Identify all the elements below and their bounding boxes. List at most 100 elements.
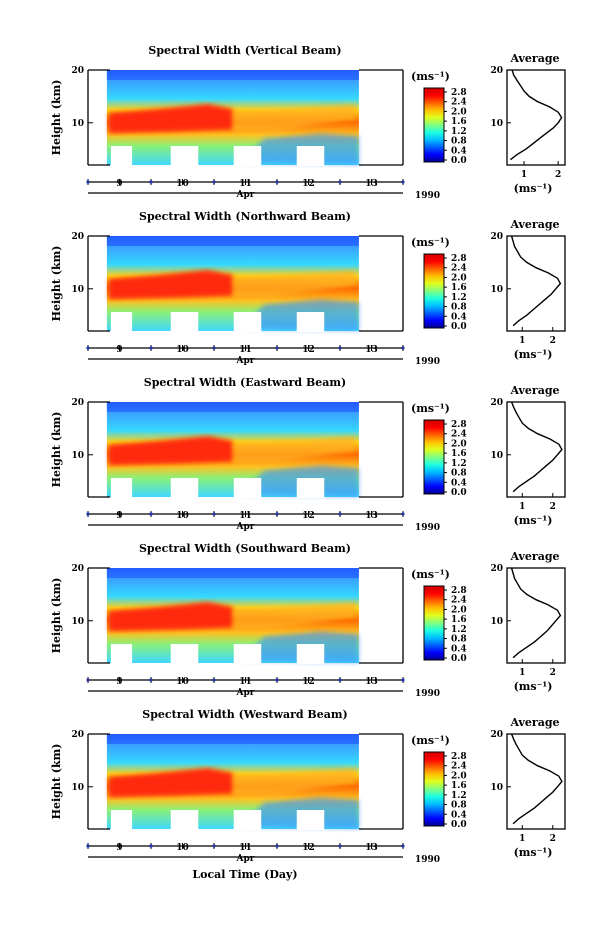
colorbar-tick-label: 0.0 — [451, 322, 467, 332]
colorbar-tick-label: 1.2 — [451, 127, 467, 137]
time-marker — [338, 180, 342, 184]
y-tick-label: 20 — [71, 232, 84, 242]
layer-continuation — [232, 602, 355, 630]
day-tick-label: 12 — [302, 179, 315, 189]
colorbar-tick-label: 2.4 — [451, 762, 467, 772]
panel-5: Spectral Width (Westward Beam) 10 20 Height… — [50, 708, 566, 865]
average-y-tick-label: 20 — [490, 232, 503, 242]
time-marker — [86, 346, 90, 350]
colorbar-tick-label: 0.4 — [451, 810, 467, 820]
average-x-tick-label: 1 — [521, 170, 527, 180]
y-tick-label: 10 — [71, 119, 84, 129]
colorbar — [423, 751, 445, 827]
y-axis-label: Height (km) — [50, 412, 63, 488]
average-y-tick-label: 10 — [490, 451, 503, 461]
data-gap-1 — [110, 810, 133, 830]
colorbar-tick-label: 1.2 — [451, 791, 467, 801]
y-tick-label: 10 — [71, 451, 84, 461]
time-marker — [401, 346, 405, 350]
day-tick-label: 9 — [116, 345, 122, 355]
panel-title: Spectral Width (Eastward Beam) — [144, 376, 346, 389]
day-tick-label: 11 — [239, 677, 252, 687]
average-x-label: (ms⁻¹) — [514, 846, 553, 859]
panel-4: Spectral Width (Southward Beam) 10 20 Heigh… — [50, 542, 566, 699]
high-width-layer — [108, 269, 233, 300]
time-marker — [149, 678, 153, 682]
time-marker — [338, 678, 342, 682]
day-tick-label: 13 — [365, 511, 378, 521]
colorbar-tick-label: 0.8 — [451, 303, 467, 313]
data-gap-3 — [233, 810, 262, 830]
average-x-tick-label: 2 — [550, 502, 556, 512]
time-marker — [275, 180, 279, 184]
data-gap-4 — [296, 146, 325, 166]
colorbar-tick-label: 0.0 — [451, 156, 467, 166]
y-axis-label: Height (km) — [50, 80, 63, 156]
panel-title: Spectral Width (Southward Beam) — [139, 542, 351, 555]
time-marker — [149, 346, 153, 350]
day-tick-label: 10 — [176, 179, 189, 189]
average-x-tick-label: 1 — [519, 668, 525, 678]
panel-title: Spectral Width (Westward Beam) — [142, 708, 347, 721]
average-y-tick-label: 10 — [490, 617, 503, 627]
colorbar — [423, 419, 445, 495]
day-tick-label: 13 — [365, 843, 378, 853]
x-axis-label: Local Time (Day) — [192, 868, 297, 881]
average-x-label: (ms⁻¹) — [514, 514, 553, 527]
colorbar — [423, 585, 445, 661]
panel-1: Spectral Width (Vertical Beam) 10 20 Height… — [50, 44, 566, 201]
colorbar-tick-label: 2.8 — [451, 752, 467, 762]
colorbar-unit: (ms⁻¹) — [411, 568, 450, 581]
colorbar-tick-label: 0.4 — [451, 478, 467, 488]
data-gap-4 — [296, 810, 325, 830]
high-width-layer — [108, 103, 233, 134]
year-label: 1990 — [415, 855, 440, 865]
time-marker — [401, 844, 405, 848]
average-x-tick-label: 2 — [550, 834, 556, 844]
day-tick-label: 9 — [116, 677, 122, 687]
heatmap-upper-band — [106, 70, 359, 80]
average-x-tick-label: 2 — [550, 668, 556, 678]
y-tick-label: 10 — [71, 783, 84, 793]
colorbar-tick-label: 1.2 — [451, 625, 467, 635]
colorbar-unit: (ms⁻¹) — [411, 70, 450, 83]
data-gap-2 — [170, 478, 199, 498]
average-profile-line — [510, 733, 563, 825]
colorbar-tick-label: 2.8 — [451, 420, 467, 430]
time-marker — [86, 844, 90, 848]
time-marker — [275, 512, 279, 516]
day-tick-label: 10 — [176, 511, 189, 521]
data-gap-4 — [296, 644, 325, 664]
high-width-layer — [108, 767, 233, 798]
heatmap-upper-band — [106, 734, 359, 744]
colorbar-tick-label: 2.4 — [451, 430, 467, 440]
average-y-tick-label: 20 — [490, 564, 503, 574]
data-gap-4 — [296, 312, 325, 332]
y-tick-label: 20 — [71, 398, 84, 408]
average-x-label: (ms⁻¹) — [514, 182, 553, 195]
heatmap-upper-band — [106, 568, 359, 578]
average-y-tick-label: 20 — [490, 730, 503, 740]
day-tick-label: 12 — [302, 345, 315, 355]
average-title: Average — [509, 384, 559, 397]
colorbar-tick-label: 0.4 — [451, 312, 467, 322]
y-tick-label: 10 — [71, 617, 84, 627]
day-tick-label: 11 — [239, 511, 252, 521]
day-tick-label: 12 — [302, 511, 315, 521]
average-frame — [506, 235, 566, 332]
colorbar-tick-label: 2.0 — [451, 107, 467, 117]
colorbar-tick-label: 2.0 — [451, 605, 467, 615]
colorbar-tick-label: 0.8 — [451, 801, 467, 811]
average-profile-line — [510, 567, 562, 659]
layer-continuation — [232, 768, 355, 796]
day-tick-label: 9 — [116, 843, 122, 853]
time-marker — [212, 346, 216, 350]
year-label: 1990 — [415, 357, 440, 367]
colorbar-tick-label: 0.8 — [451, 635, 467, 645]
average-x-tick-label: 1 — [519, 834, 525, 844]
high-width-layer — [108, 601, 233, 632]
day-tick-label: 11 — [239, 345, 252, 355]
day-tick-label: 11 — [239, 843, 252, 853]
layer-continuation — [232, 104, 355, 132]
panel-title: Spectral Width (Vertical Beam) — [148, 44, 341, 57]
